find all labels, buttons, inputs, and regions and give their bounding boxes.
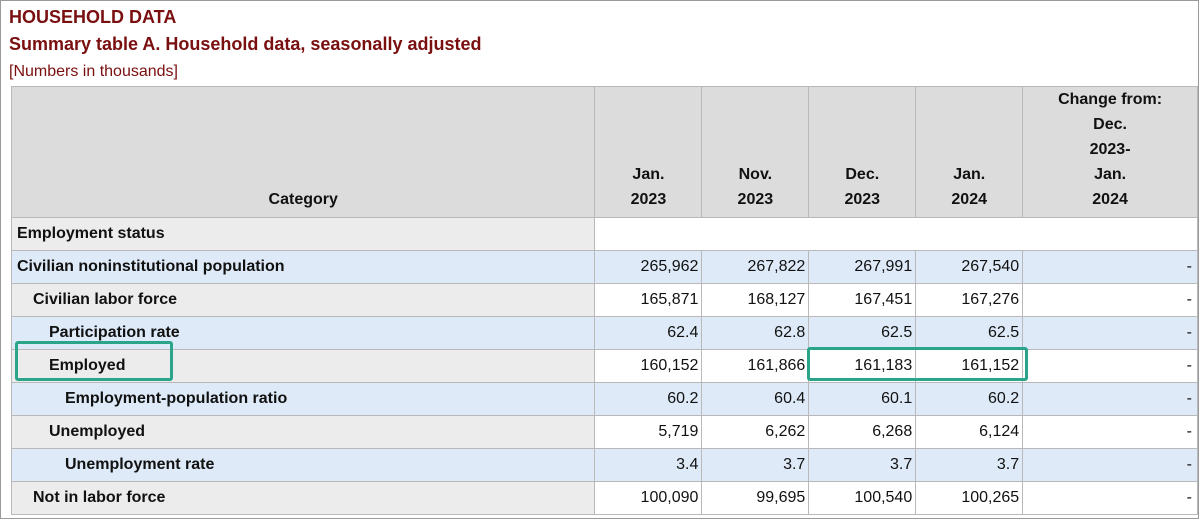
- cell-jan-2024: 100,265: [915, 481, 1024, 515]
- header-jan-2023: Jan. 2023: [594, 86, 703, 218]
- table-row: Participation rate 62.4 62.8 62.5 62.5 -: [10, 316, 1198, 350]
- cell-nov-2023: 99,695: [701, 481, 810, 515]
- cell-nov-2023: 62.8: [701, 316, 810, 350]
- cell-jan-2023: 3.4: [594, 448, 703, 482]
- header-category: Category: [10, 86, 596, 218]
- cell-jan-2023: 100,090: [594, 481, 703, 515]
- table-row: Civilian noninstitutional population 265…: [10, 250, 1198, 284]
- cell-nov-2023: 161,866: [701, 349, 810, 383]
- header-change-line2: Dec.: [1093, 116, 1127, 133]
- cell-jan-2023: 5,719: [594, 415, 703, 449]
- header-dec-2023-line1: Dec.: [845, 166, 880, 183]
- cell-jan-2024: 6,124: [915, 415, 1024, 449]
- section-row: Employment status: [10, 217, 1198, 251]
- cell-nov-2023: 60.4: [701, 382, 810, 416]
- cell-change: -: [1022, 349, 1198, 383]
- header-change: Change from: Dec. 2023- Jan. 2024: [1022, 86, 1198, 218]
- header-change-line1: Change from:: [1058, 91, 1163, 108]
- cell-dec-2023: 62.5: [808, 316, 917, 350]
- table-row: Employed 160,152 161,866 161,183 161,152…: [10, 349, 1198, 383]
- cell-dec-2023: 267,991: [808, 250, 917, 284]
- header-jan-2023-line1: Jan.: [632, 166, 665, 183]
- header-change-line4: Jan.: [1094, 166, 1127, 183]
- row-label: Unemployment rate: [10, 448, 596, 482]
- header-jan-2024-line2: 2024: [951, 191, 987, 208]
- header-jan-2024: Jan. 2024: [915, 86, 1024, 218]
- row-label: Employment-population ratio: [10, 382, 596, 416]
- cell-jan-2024: 62.5: [915, 316, 1024, 350]
- header-dec-2023-line2: 2023: [844, 191, 881, 208]
- cell-change: -: [1022, 415, 1198, 449]
- table-row: Not in labor force 100,090 99,695 100,54…: [10, 481, 1198, 515]
- table-row: Civilian labor force 165,871 168,127 167…: [10, 283, 1198, 317]
- cell-change: -: [1022, 481, 1198, 515]
- cell-dec-2023: 100,540: [808, 481, 917, 515]
- cell-jan-2024: 167,276: [915, 283, 1024, 317]
- header-row: Category Jan. 2023 Nov. 2023 Dec. 2023 J…: [10, 86, 1198, 218]
- cell-dec-2023: 6,268: [808, 415, 917, 449]
- cell-change: -: [1022, 382, 1198, 416]
- cell-jan-2023: 265,962: [594, 250, 703, 284]
- header-change-line5: 2024: [1092, 191, 1128, 208]
- row-label: Unemployed: [10, 415, 596, 449]
- table-row: Unemployed 5,719 6,262 6,268 6,124 -: [10, 415, 1198, 449]
- row-label: Civilian labor force: [10, 283, 596, 317]
- cell-jan-2024: 267,540: [915, 250, 1024, 284]
- header-dec-2023: Dec. 2023: [808, 86, 917, 218]
- header-nov-2023: Nov. 2023: [701, 86, 810, 218]
- cell-jan-2023: 62.4: [594, 316, 703, 350]
- cell-dec-2023: 3.7: [808, 448, 917, 482]
- units-note: [Numbers in thousands]: [9, 63, 178, 80]
- header-change-line3: 2023-: [1089, 141, 1131, 158]
- cell-nov-2023: 267,822: [701, 250, 810, 284]
- cell-change: -: [1022, 316, 1198, 350]
- header-jan-2024-line1: Jan.: [953, 166, 986, 183]
- cell-nov-2023: 6,262: [701, 415, 810, 449]
- header-nov-2023-line2: 2023: [737, 191, 774, 208]
- table-row: Employment-population ratio 60.2 60.4 60…: [10, 382, 1198, 416]
- cell-change: -: [1022, 250, 1198, 284]
- cell-jan-2023: 60.2: [594, 382, 703, 416]
- header-jan-2023-line2: 2023: [630, 191, 667, 208]
- table-row: Unemployment rate 3.4 3.7 3.7 3.7 -: [10, 448, 1198, 482]
- section-label: Employment status: [10, 217, 596, 251]
- cell-dec-2023: 60.1: [808, 382, 917, 416]
- page-title: HOUSEHOLD DATA: [9, 7, 177, 27]
- cell-change: -: [1022, 448, 1198, 482]
- cell-jan-2024: 161,152: [915, 349, 1024, 383]
- cell-jan-2023: 165,871: [594, 283, 703, 317]
- cell-dec-2023: 167,451: [808, 283, 917, 317]
- cell-jan-2024: 3.7: [915, 448, 1024, 482]
- header-nov-2023-line1: Nov.: [738, 166, 773, 183]
- cell-jan-2024: 60.2: [915, 382, 1024, 416]
- row-label: Civilian noninstitutional population: [10, 250, 596, 284]
- cell-dec-2023: 161,183: [808, 349, 917, 383]
- household-data-table: Category Jan. 2023 Nov. 2023 Dec. 2023 J…: [10, 86, 1198, 515]
- section-empty-cell: [594, 217, 1198, 251]
- cell-change: -: [1022, 283, 1198, 317]
- cell-nov-2023: 168,127: [701, 283, 810, 317]
- row-label: Employed: [10, 349, 596, 383]
- row-label: Not in labor force: [10, 481, 596, 515]
- cell-jan-2023: 160,152: [594, 349, 703, 383]
- table-title: Summary table A. Household data, seasona…: [9, 34, 482, 54]
- cell-nov-2023: 3.7: [701, 448, 810, 482]
- row-label: Participation rate: [10, 316, 596, 350]
